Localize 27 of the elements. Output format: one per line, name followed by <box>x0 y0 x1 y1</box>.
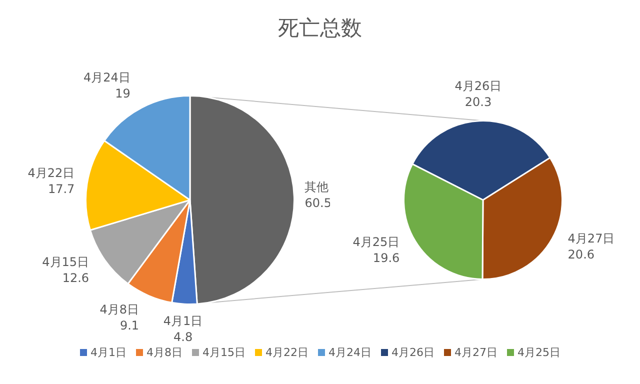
slice-label: 4月8日 <box>100 302 140 317</box>
legend-label: 4月25日 <box>516 345 560 360</box>
data-label: 9.1 <box>120 318 140 333</box>
data-label: 20.6 <box>568 247 595 262</box>
slice-label: 4月24日 <box>84 70 130 84</box>
data-label: 17.7 <box>48 182 75 196</box>
slice-label: 4月1日 <box>163 314 203 328</box>
legend-label: 4月8日 <box>146 345 182 360</box>
legend-label: 4月1日 <box>90 345 126 360</box>
legend-label: 4月24日 <box>328 345 372 360</box>
legend-label: 4月15日 <box>202 345 246 360</box>
chart-title: 死亡总数 <box>277 15 363 42</box>
slice-label: 4月22日 <box>28 166 75 180</box>
legend-label: 4月26日 <box>390 345 434 360</box>
slice-label: 4月15日 <box>42 255 90 270</box>
data-label: 19 <box>115 86 130 100</box>
slice-label: 4月25日 <box>352 234 400 249</box>
data-label: 12.6 <box>62 271 90 286</box>
data-label: 4.8 <box>174 330 193 344</box>
data-label: 19.6 <box>372 250 400 265</box>
slice-label: 4月26日 <box>454 79 502 93</box>
data-label: 60.5 <box>304 196 332 210</box>
legend-label: 4月22日 <box>264 345 308 360</box>
data-label: 20.3 <box>464 95 492 109</box>
slice-label: 4月27日 <box>568 231 615 246</box>
slice-label: 其他 <box>304 180 329 194</box>
legend-label: 4月27日 <box>454 345 498 360</box>
